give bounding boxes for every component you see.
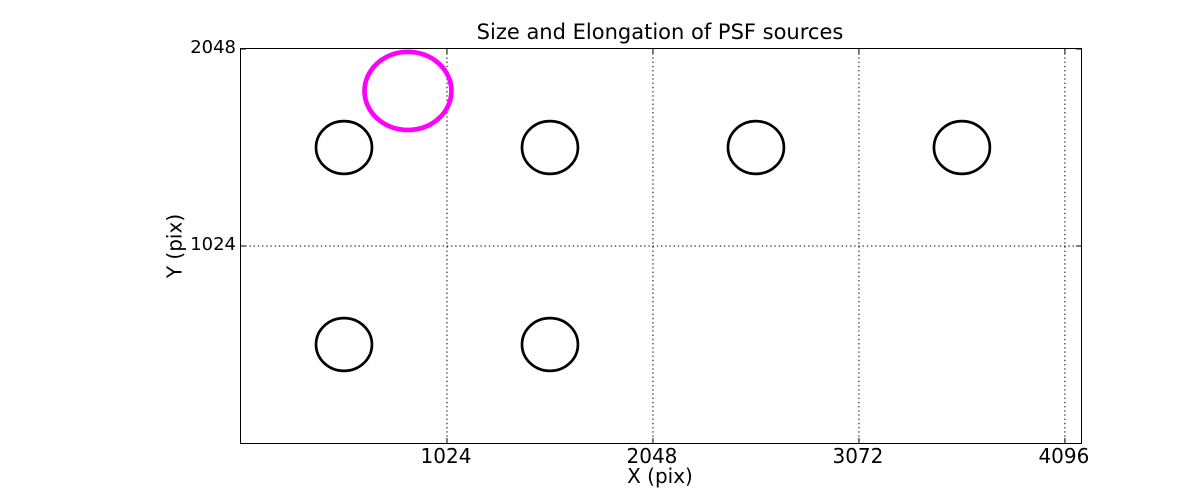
psf-sources-ellipse	[932, 119, 992, 176]
plot-area	[240, 48, 1082, 444]
highlighted-source-ellipse	[362, 49, 454, 133]
psf-sources-ellipse	[520, 119, 580, 176]
x-tick-label: 1024	[420, 444, 472, 468]
plot-canvas	[241, 49, 1081, 443]
x-tick-label: 4096	[1038, 444, 1090, 468]
plot-title: Size and Elongation of PSF sources	[476, 20, 844, 44]
y-tick-label: 1024	[190, 234, 236, 255]
x-tick-label: 3072	[832, 444, 884, 468]
x-axis-label: X (pix)	[627, 464, 693, 488]
psf-sources-ellipse	[520, 316, 580, 373]
psf-sources-ellipse	[314, 316, 374, 373]
x-tick-label: 2048	[626, 444, 678, 468]
psf-sources-ellipse	[726, 119, 786, 176]
y-tick-label: 2048	[190, 37, 236, 58]
psf-sources-ellipse	[314, 119, 374, 176]
